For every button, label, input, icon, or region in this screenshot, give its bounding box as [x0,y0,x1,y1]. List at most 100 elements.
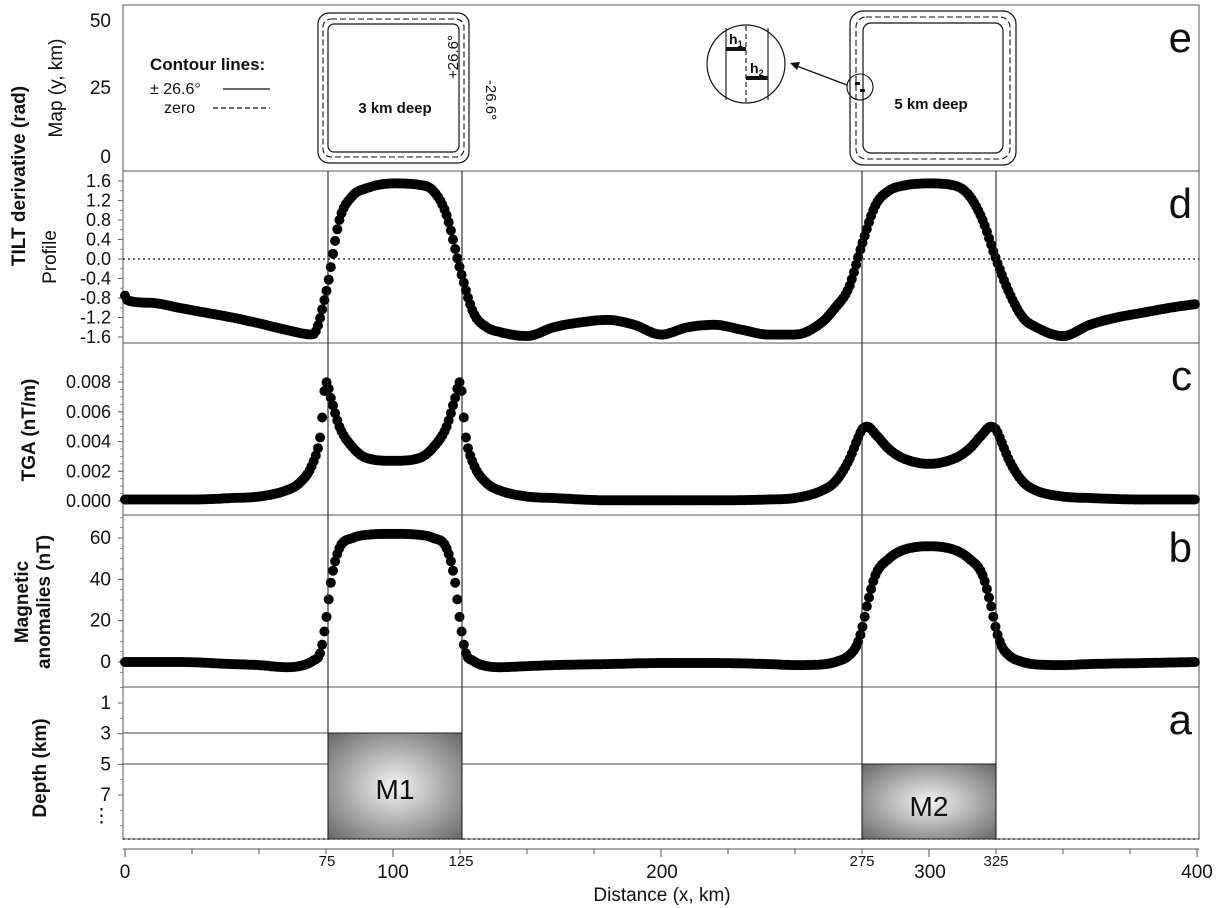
ytick-label: 20 [90,611,111,632]
contour-outer [849,10,1017,166]
xtick-label: 100 [377,862,409,883]
body1-label: 3 km deep [358,100,431,117]
ytick-label: -1.2 [80,308,111,328]
tilt-profile-point [323,274,334,285]
x-axis: 0 100 200 300 400 75 125 275 325 Distanc… [120,848,1213,906]
panel-b: b Magnetic anomalies (nT) 60 40 20 0 [12,514,1200,688]
zoom-arrow-head [790,62,800,70]
xtick-edge-label: 275 [849,853,874,870]
tga-point [458,412,469,423]
ytick-label: 0.002 [66,461,111,481]
ytick-label: 0 [100,652,111,673]
body2-contours: 5 km deep [846,10,1017,166]
xtick-edge-label: 125 [448,853,473,870]
x-axis-label: Distance (x, km) [593,885,730,906]
tilt-profile-point [443,217,454,228]
tga-series [120,377,1200,506]
body-m1 [327,732,463,840]
contour-outer [317,12,470,164]
ytick-label: 40 [90,569,111,590]
panel-b-ylabel-line2: anomalies (nT) [34,535,55,669]
panel-a-ylabel: Depth (km) [30,718,51,817]
tga-point [450,392,461,403]
ytick-label: 0 [100,147,111,168]
zoom-marker [846,73,874,101]
ytick-label: 7 [100,785,111,806]
legend-dashed-label: zero [164,100,195,117]
panel-e: e Map (y, km) 50 25 0 Contour lines: ± 2… [46,4,1200,172]
tga-point [445,408,456,419]
ytick-label: 0.0 [86,249,111,269]
tilt-profile-point [452,253,463,264]
xtick-label: 0 [120,862,131,883]
tga-point [323,383,334,394]
ytick-label: 3 [100,724,111,745]
ytick-label: 1 [100,693,111,714]
magnetic-anomaly-point [861,601,872,612]
magnetic-anomaly-point [325,577,336,588]
magnetic-anomaly-point [855,629,866,640]
panel-a-yticks: 1 3 5 7⋮ [92,687,123,827]
contour-minus-label: -26.6° [482,80,499,120]
ytick-label: 0.006 [66,402,111,422]
magnetic-anomaly-point [1189,657,1200,667]
contour-zero [855,16,1011,160]
tilt-profile-point [332,224,343,235]
panel-c-letter: c [1171,352,1192,399]
xtick-label: 200 [646,862,678,883]
body1-contours: 3 km deep +26.6° -26.6° [317,12,499,164]
magnetic-anomaly-point [454,611,465,622]
zoom-marker-mark [860,89,865,92]
legend-title: Contour lines: [150,55,265,74]
panel-b-letter: b [1169,524,1192,571]
magnetic-anomaly-point [317,639,328,650]
panel-a-letter: a [1169,696,1193,743]
tilt-profile-point [325,262,336,273]
tga-point [313,443,323,454]
tilt-profile-point [328,248,338,259]
ytick-label: 60 [90,528,111,549]
xtick-edge-label: 325 [983,853,1008,870]
ytick-label: -0.8 [80,288,111,308]
magnetic-anomaly-point [458,639,469,650]
panel-c-yticks: 0.008 0.006 0.004 0.002 0.000 [66,366,123,511]
panel-b-ylabel-line1: Magnetic [12,560,33,643]
tilt-profile-point [445,225,456,236]
panel-a: a Depth (km) 1 3 5 7⋮ M1 M2 [30,686,1200,840]
tilt-profile-point [330,235,341,246]
zoom-inset: h1 h2 [706,24,848,104]
panel-a-frame [122,686,1200,840]
tga-point [460,432,471,443]
ytick-label: 1.6 [86,171,111,191]
panel-b-yticks: 60 40 20 0 [90,516,123,673]
tga-point [448,400,458,411]
tilt-profile-point [450,244,461,254]
ytick-label: ⋮ [92,806,111,827]
tga-point [1189,494,1200,505]
ytick-label: 0.008 [66,372,111,392]
zoom-marker-mark [855,82,860,85]
panel-d-yticks: 1.61.20.80.40.0-0.4-0.8-1.2-1.6 [80,171,123,347]
magnetic-anomaly-point [448,565,458,576]
magnetic-anomaly-point [864,592,874,603]
magnetic-anomaly-point [981,584,992,594]
panel-e-yticks: 50 25 0 [90,11,111,168]
magnetic-anomaly-point [323,594,334,605]
tilt-profile-point [1189,299,1200,310]
magnetic-anomaly-point [866,584,877,594]
ytick-label: 0.004 [66,432,111,452]
contour-zero [322,18,465,158]
ytick-label: 0.000 [66,491,111,511]
x-minor-ticks [124,849,1198,857]
tilt-profile-point [319,295,330,306]
body2-label: 5 km deep [894,96,967,113]
tga-point [328,400,338,411]
tga-point [454,377,465,388]
ytick-label: -1.6 [80,327,111,347]
contour-plus-label: +26.6° [445,35,462,79]
magnetic-anomaly-point [450,577,461,588]
tilt-profile-point [321,285,332,296]
shared-ylabel-tilt: TILT derivative (rad) [9,86,30,266]
ytick-label: 0.8 [86,210,111,230]
